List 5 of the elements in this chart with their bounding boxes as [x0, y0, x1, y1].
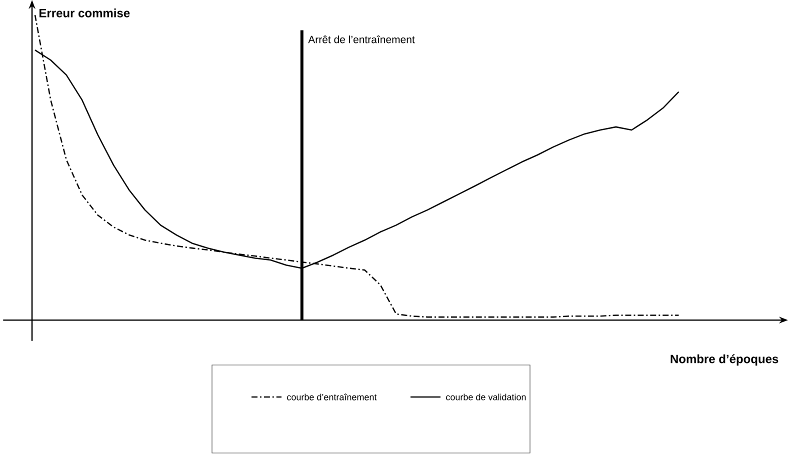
legend-label: courbe d’entraînement: [287, 394, 377, 400]
annotation: Arrêt de l’entraînement: [308, 35, 415, 44]
legend-label: courbe de validation: [446, 394, 526, 400]
x-axis-title: Nombre d’époques: [670, 354, 778, 366]
y-axis-title: Erreur commise: [40, 8, 130, 18]
